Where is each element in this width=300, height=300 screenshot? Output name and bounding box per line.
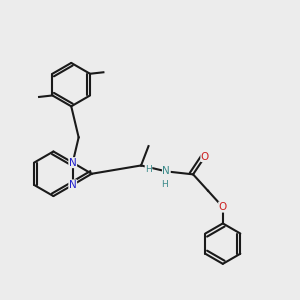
Text: N: N	[69, 158, 76, 168]
Text: N: N	[69, 180, 76, 190]
Text: H: H	[145, 165, 152, 174]
Text: N: N	[163, 167, 170, 176]
Text: H: H	[161, 180, 168, 189]
Text: O: O	[219, 202, 227, 212]
Text: O: O	[201, 152, 209, 161]
